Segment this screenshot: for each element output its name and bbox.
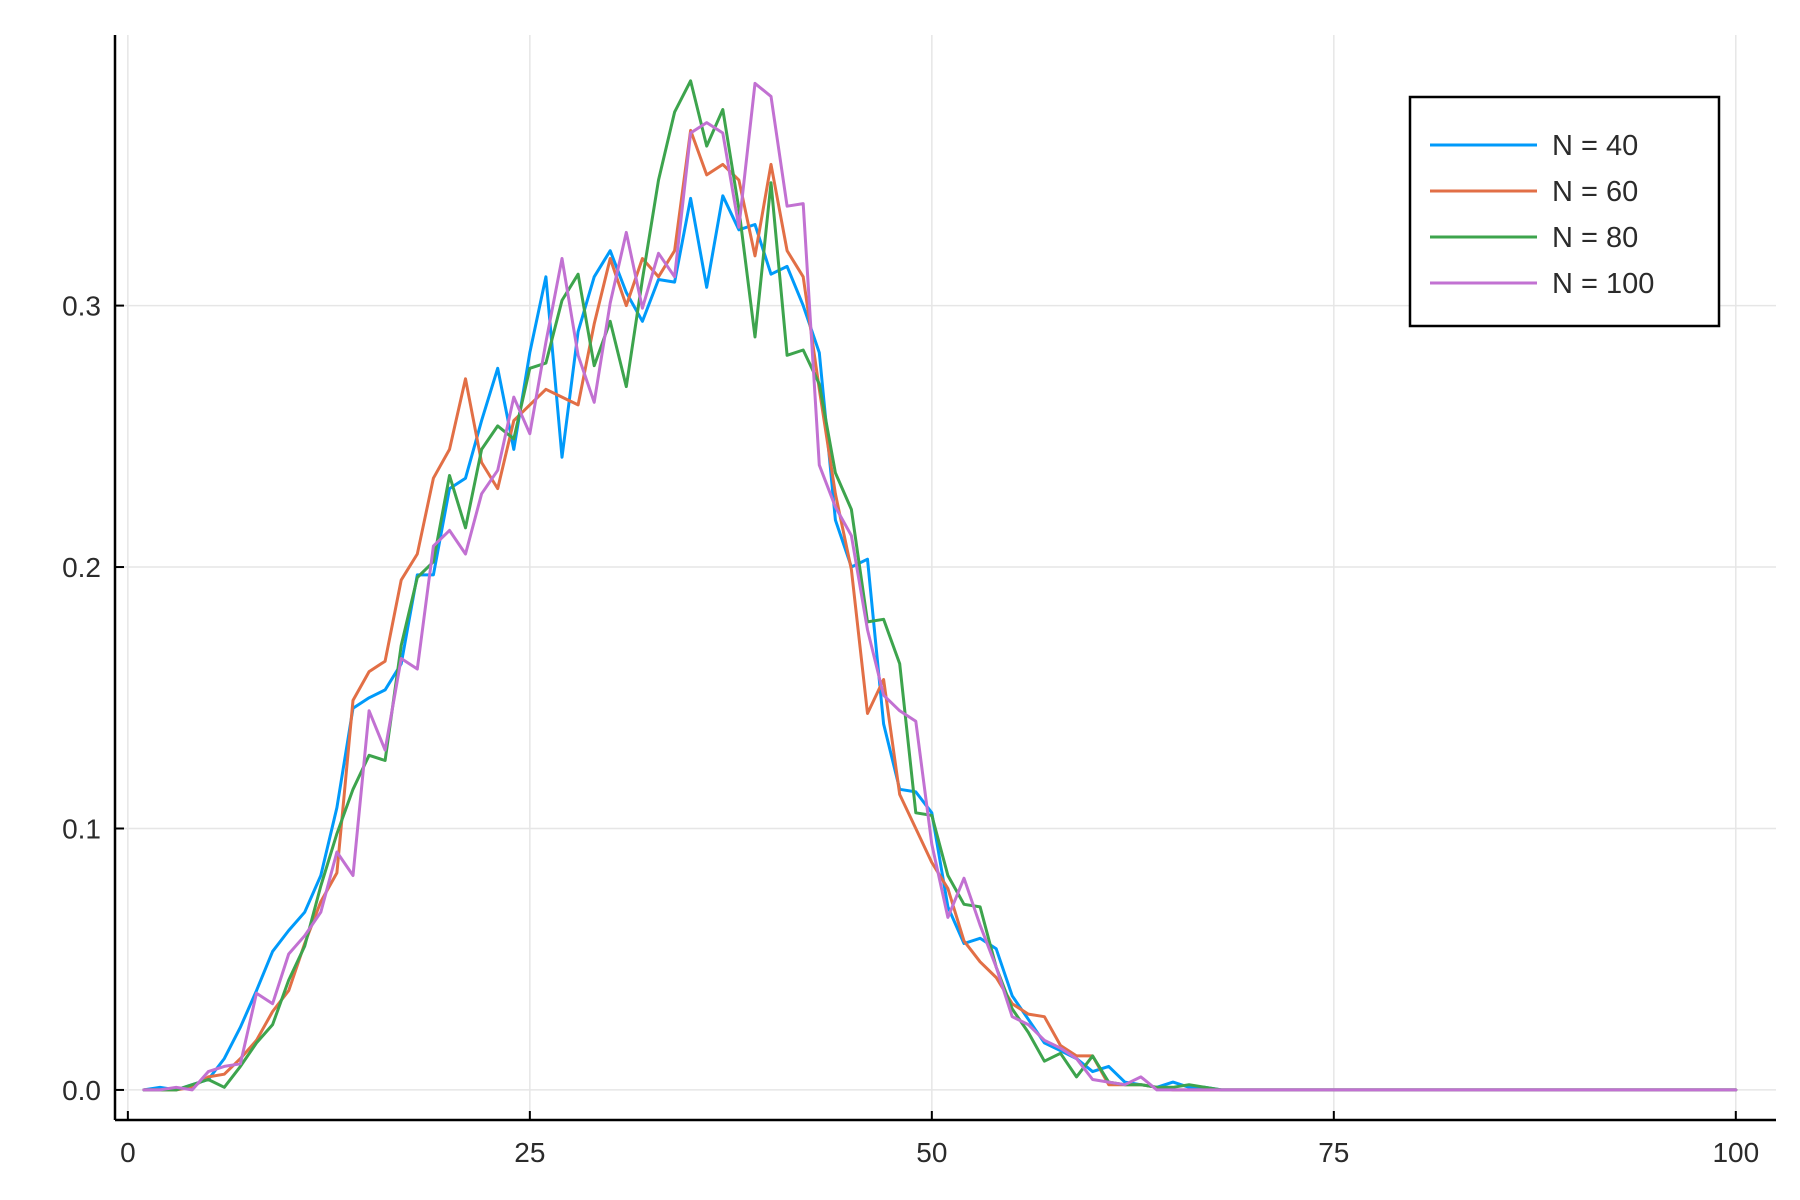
series-line-3 (142, 79, 1738, 1092)
legend-box (1408, 95, 1721, 328)
legend-label-1: N = 40 (1552, 130, 1638, 162)
legend: N = 40 N = 60 N = 80 N = 100 (1408, 95, 1721, 328)
legend-label-2: N = 60 (1552, 176, 1638, 208)
x-tick-label: 100 (1712, 1137, 1759, 1168)
legend-label-3: N = 80 (1552, 222, 1638, 254)
series-line-4 (142, 81, 1738, 1092)
x-tick-label: 0 (120, 1137, 136, 1168)
x-tick-label: 75 (1318, 1137, 1349, 1168)
series-lines (142, 79, 1738, 1092)
axes: 0 25 50 75 100 0.0 0.1 0.2 0.3 (62, 35, 1776, 1168)
y-tick-label: 0.3 (62, 291, 101, 322)
y-tick-label: 0.1 (62, 813, 101, 844)
x-tick-label: 25 (514, 1137, 545, 1168)
y-tick-label: 0.2 (62, 552, 101, 583)
legend-label-4: N = 100 (1552, 268, 1654, 300)
y-tick-label: 0.0 (62, 1075, 101, 1106)
series-line-1 (142, 194, 1738, 1092)
x-tick-label: 50 (916, 1137, 947, 1168)
